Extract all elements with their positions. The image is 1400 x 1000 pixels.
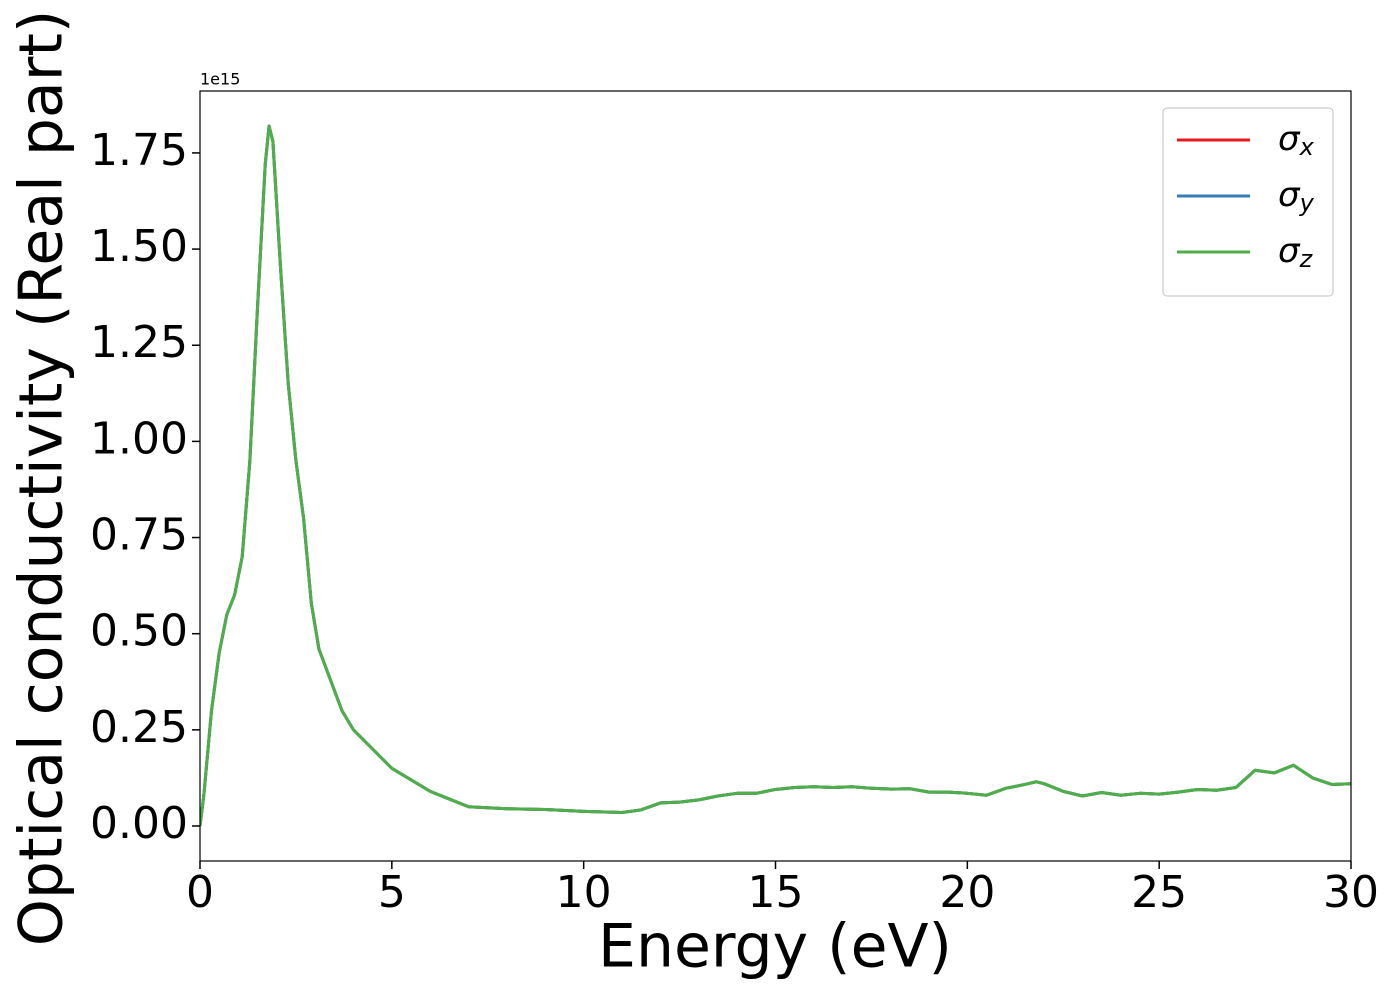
legend-label: σz [1278, 231, 1314, 274]
y-tick-label: 1.25 [90, 317, 188, 368]
y-axis-label: Optical conductivity (Real part) [7, 10, 77, 947]
legend-box [1162, 107, 1334, 297]
y-tick-label: 0.25 [90, 702, 188, 753]
x-tick-label: 20 [939, 867, 995, 918]
x-tick-label: 5 [378, 867, 406, 918]
legend-label: σx [1278, 119, 1315, 162]
data-line [200, 124, 1351, 827]
legend-label: σy [1278, 175, 1315, 218]
x-tick-label: 15 [748, 867, 804, 918]
y-offset-label: 1e15 [200, 70, 240, 89]
y-tick-label: 1.75 [90, 125, 188, 176]
x-tick-label: 10 [556, 867, 612, 918]
y-tick-label: 0.50 [90, 606, 188, 657]
plot-frame [199, 90, 1352, 862]
x-axis-label: Energy (eV) [598, 912, 952, 982]
x-tick-label: 0 [186, 867, 214, 918]
y-tick-label: 1.50 [90, 221, 188, 272]
x-tick-label: 30 [1323, 867, 1379, 918]
x-tick-label: 25 [1131, 867, 1187, 918]
y-tick-label: 1.00 [90, 413, 188, 464]
y-tick-label: 0.75 [90, 510, 188, 561]
y-tick-label: 0.00 [90, 798, 188, 849]
